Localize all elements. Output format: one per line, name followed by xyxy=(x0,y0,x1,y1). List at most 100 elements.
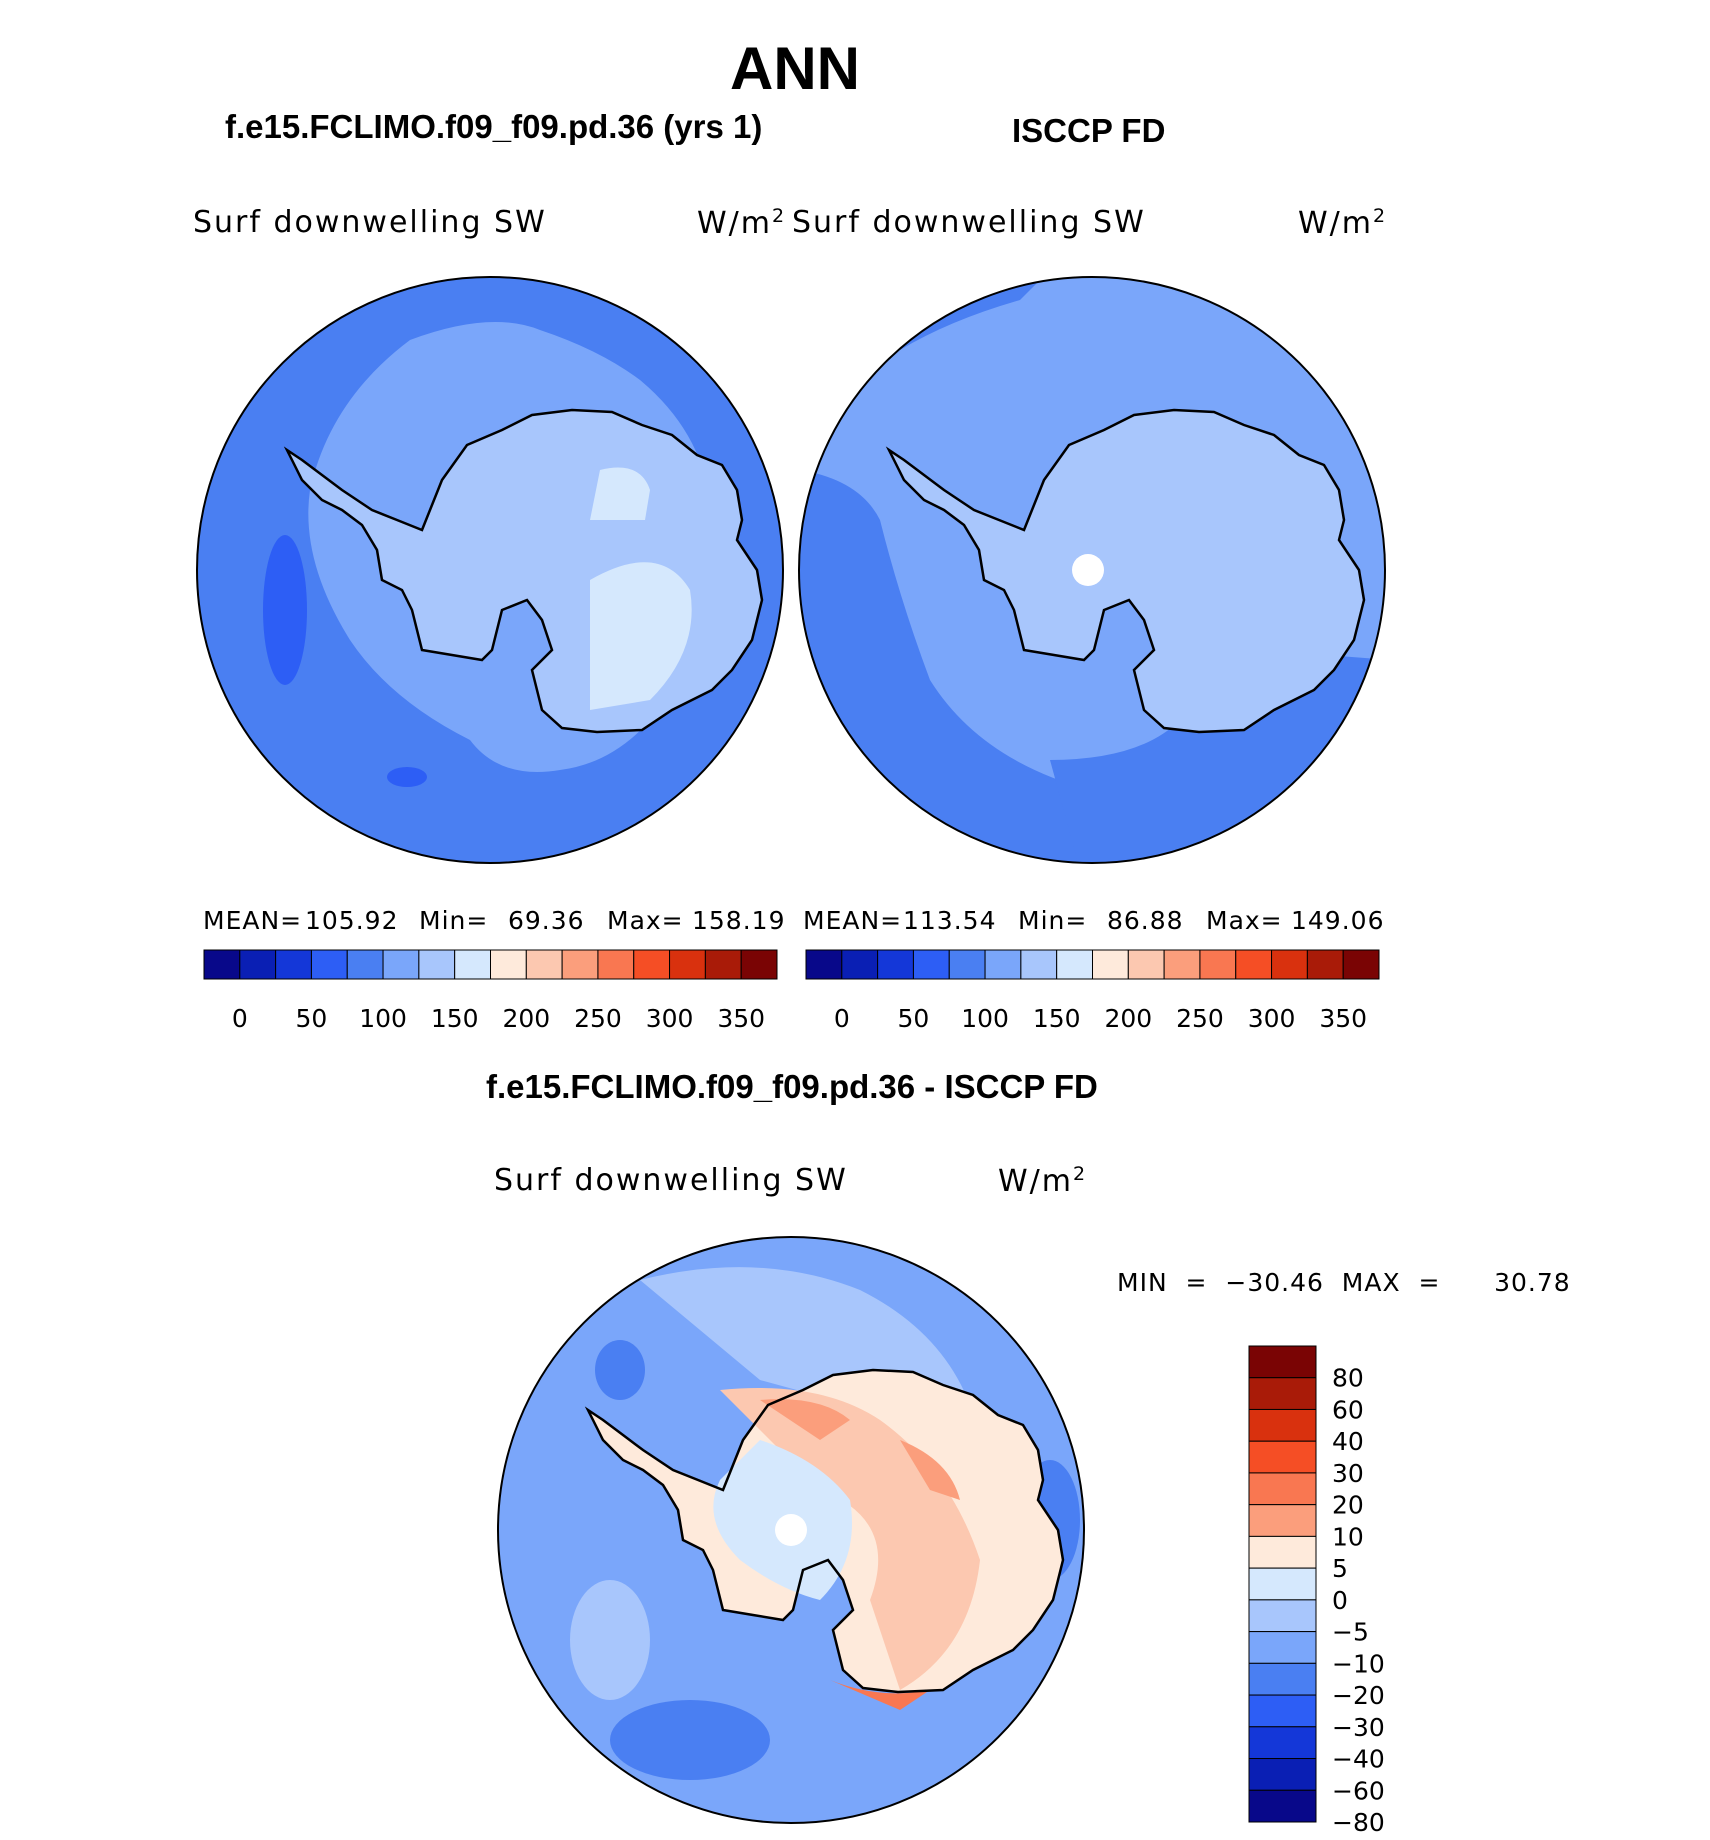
model-colorbar-swatch xyxy=(346,949,384,980)
diff-colorbar-swatch xyxy=(1248,1504,1317,1537)
diff-colorbar-swatch xyxy=(1248,1567,1317,1601)
obs-mean-label: MEAN= xyxy=(803,906,903,935)
obs-variable-label: Surf downwelling SW xyxy=(792,205,1146,240)
obs-min-value: 86.88 xyxy=(1107,906,1184,935)
obs-colorbar-swatch xyxy=(1271,949,1308,980)
obs-colorbar-tick-label: 250 xyxy=(1176,1004,1224,1033)
model-colorbar-swatch xyxy=(525,949,563,980)
model-colorbar-swatch xyxy=(704,949,742,980)
obs-colorbar-tick-label: 350 xyxy=(1319,1004,1367,1033)
obs-colorbar-tick-label: 50 xyxy=(898,1004,930,1033)
obs-max-value: 149.06 xyxy=(1291,906,1385,935)
diff-colorbar-swatch xyxy=(1248,1789,1317,1823)
model-colorbar-tick-label: 300 xyxy=(646,1004,694,1033)
diff-colorbar-tick-label: −40 xyxy=(1332,1745,1385,1774)
diff-colorbar-tick-label: −30 xyxy=(1332,1713,1385,1742)
model-colorbar-tick-label: 200 xyxy=(502,1004,550,1033)
diff-colorbar-swatch xyxy=(1248,1345,1317,1379)
obs-colorbar-swatch xyxy=(1342,949,1380,980)
diff-map xyxy=(497,1236,1085,1824)
diff-colorbar-swatch xyxy=(1248,1631,1317,1664)
obs-colorbar-tick-label: 0 xyxy=(834,1004,850,1033)
obs-colorbar-swatch xyxy=(1306,949,1344,980)
main-title: ANN xyxy=(730,35,860,102)
diff-minmax: MIN = −30.46 MAX = 30.78 xyxy=(1117,1268,1571,1297)
model-colorbar-swatch xyxy=(310,949,348,980)
diff-colorbar-swatch xyxy=(1248,1377,1317,1410)
diff-colorbar-tick-label: −80 xyxy=(1332,1808,1385,1837)
model-mean-label: MEAN= xyxy=(203,906,303,935)
obs-colorbar: 0 50 100 150 200 250 300 350 xyxy=(805,949,1380,1033)
diff-colorbar-swatch xyxy=(1248,1408,1317,1442)
obs-colorbar-tick-label: 300 xyxy=(1248,1004,1296,1033)
obs-colorbar-tick-label: 200 xyxy=(1104,1004,1152,1033)
model-variable-label: Surf downwelling SW xyxy=(193,205,547,240)
obs-colorbar-swatch xyxy=(1020,949,1058,980)
model-colorbar-swatch xyxy=(203,949,241,980)
obs-colorbar-swatch xyxy=(805,949,843,980)
model-colorbar-swatch xyxy=(561,949,599,980)
model-colorbar-tick-label: 0 xyxy=(232,1004,248,1033)
diff-panel-title: f.e15.FCLIMO.f09_f09.pd.36 - ISCCP FD xyxy=(486,1068,1098,1105)
model-max-value: 158.19 xyxy=(692,906,786,935)
obs-map xyxy=(798,276,1386,864)
diff-colorbar-tick-label: −60 xyxy=(1332,1776,1385,1805)
model-colorbar-swatch xyxy=(740,949,778,980)
model-colorbar-tick-label: 150 xyxy=(431,1004,479,1033)
diff-colorbar-swatch xyxy=(1248,1472,1317,1506)
model-colorbar-swatch xyxy=(597,949,635,980)
obs-colorbar-swatch xyxy=(1092,949,1129,980)
diff-colorbar-tick-label: 40 xyxy=(1332,1427,1364,1456)
diff-colorbar-tick-label: 30 xyxy=(1332,1459,1364,1488)
model-units-label: W/m2 xyxy=(697,205,787,241)
obs-mean-value: 113.54 xyxy=(903,906,997,935)
model-colorbar-swatch xyxy=(418,949,456,980)
diff-colorbar-swatch xyxy=(1248,1535,1317,1569)
diff-colorbar-tick-label: 10 xyxy=(1332,1522,1364,1551)
diff-variable-label: Surf downwelling SW xyxy=(494,1163,848,1198)
model-min-label: Min= xyxy=(419,906,489,935)
model-colorbar-swatch xyxy=(382,949,420,980)
diff-colorbar-tick-label: −20 xyxy=(1332,1681,1385,1710)
model-colorbar-tick-label: 100 xyxy=(359,1004,407,1033)
diff-colorbar-swatch xyxy=(1248,1440,1317,1474)
model-colorbar-swatch xyxy=(490,949,527,980)
diff-colorbar-tick-label: 20 xyxy=(1332,1491,1364,1520)
model-map xyxy=(196,276,784,864)
diff-colorbar-tick-label: 60 xyxy=(1332,1395,1364,1424)
diff-colorbar-swatch xyxy=(1248,1662,1317,1696)
model-colorbar-tick-label: 250 xyxy=(574,1004,622,1033)
diff-colorbar-tick-label: 5 xyxy=(1332,1554,1348,1583)
model-colorbar-tick-label: 350 xyxy=(717,1004,765,1033)
model-colorbar: 0 50 100 150 200 250 300 350 xyxy=(203,949,778,1033)
model-colorbar-swatch xyxy=(454,949,491,980)
obs-colorbar-swatch xyxy=(877,949,914,980)
obs-colorbar-swatch xyxy=(1163,949,1201,980)
obs-colorbar-swatch xyxy=(948,949,986,980)
model-min-value: 69.36 xyxy=(508,906,585,935)
diff-colorbar-swatch xyxy=(1248,1726,1317,1760)
obs-colorbar-swatch xyxy=(912,949,950,980)
diff-colorbar-swatch xyxy=(1248,1599,1317,1633)
obs-panel-title: ISCCP FD xyxy=(1012,112,1166,149)
model-colorbar-tick-label: 50 xyxy=(296,1004,328,1033)
model-mean-value: 105.92 xyxy=(305,906,399,935)
obs-colorbar-swatch xyxy=(1127,949,1165,980)
obs-colorbar-swatch xyxy=(984,949,1022,980)
obs-min-label: Min= xyxy=(1018,906,1088,935)
obs-colorbar-swatch xyxy=(841,949,879,980)
model-colorbar-swatch xyxy=(275,949,312,980)
diff-units-label: W/m2 xyxy=(998,1163,1088,1199)
diff-colorbar-tick-label: 80 xyxy=(1332,1364,1364,1393)
obs-colorbar-swatch xyxy=(1235,949,1273,980)
obs-units-label: W/m2 xyxy=(1298,205,1388,241)
diff-colorbar-tick-label: −10 xyxy=(1332,1649,1385,1678)
diff-colorbar-tick-label: 0 xyxy=(1332,1586,1348,1615)
obs-colorbar-tick-label: 100 xyxy=(961,1004,1009,1033)
obs-colorbar-swatch xyxy=(1056,949,1093,980)
diff-colorbar-tick-label: −5 xyxy=(1332,1618,1369,1647)
model-max-label: Max= xyxy=(607,906,684,935)
obs-max-label: Max= xyxy=(1206,906,1283,935)
